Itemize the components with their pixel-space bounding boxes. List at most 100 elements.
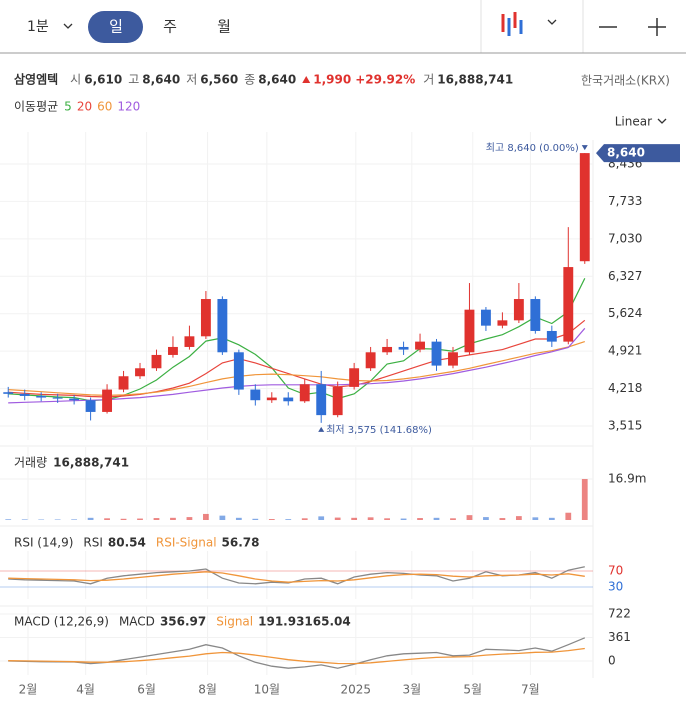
candle-body	[513, 299, 524, 321]
indicator-line	[8, 566, 585, 585]
y-tick-label: 7,030	[608, 231, 642, 245]
y-tick-label: 30	[608, 580, 623, 594]
volume-bar	[268, 519, 275, 520]
chevron[interactable]	[63, 23, 73, 29]
candle-body	[118, 376, 129, 390]
candle-body	[283, 397, 294, 402]
field-label: 고	[128, 73, 139, 87]
candle-body	[3, 392, 14, 394]
volume-bar	[54, 519, 61, 520]
volume-bar	[384, 518, 390, 520]
volume-bar	[532, 517, 539, 520]
volume-bar	[581, 479, 588, 520]
field-label: 종	[244, 73, 255, 87]
price-tag-label: 8,640	[607, 146, 645, 160]
candle-body	[563, 267, 574, 342]
candle-body	[135, 368, 145, 377]
volume-bar	[515, 516, 522, 520]
candle-body	[546, 330, 557, 342]
exchange: 한국거래소(KRX)	[581, 74, 670, 88]
chart-type-icon[interactable]	[501, 12, 523, 36]
price-tag	[596, 144, 680, 163]
field-value: 16,888,741	[437, 73, 513, 87]
x-tick-label: 2025	[341, 683, 372, 697]
candle-body	[398, 346, 409, 350]
x-tick-label: 10월	[254, 683, 280, 697]
legend-entry: 60	[97, 100, 112, 114]
volume-bar	[120, 518, 127, 520]
y-tick-label: 4,921	[608, 344, 642, 358]
candle-body	[184, 336, 195, 347]
volume-bar	[318, 516, 325, 520]
volume-bar	[334, 517, 341, 520]
tab[interactable]: 일	[109, 18, 123, 36]
volume-bar	[104, 518, 110, 520]
volume-bar	[301, 518, 308, 520]
candle-body	[299, 384, 310, 402]
candle-body	[200, 299, 211, 337]
legend-value: 191.93165.04	[258, 615, 351, 629]
chevron[interactable]	[657, 118, 667, 124]
tab[interactable]: 주	[163, 18, 177, 36]
candle-body	[85, 400, 96, 412]
zoom-in[interactable]	[648, 18, 666, 36]
volume-bar	[235, 517, 242, 520]
legend-entry: Signal	[216, 615, 253, 629]
y-tick-label: 70	[608, 564, 623, 578]
candle-body	[168, 346, 178, 355]
high-marker	[581, 145, 588, 151]
panel-value: 16,888,741	[53, 456, 129, 470]
volume-bar	[483, 517, 489, 520]
legend-entry: 5	[64, 100, 72, 114]
volume-bar	[565, 512, 572, 520]
tab[interactable]: 월	[217, 18, 231, 36]
legend-value: 56.78	[222, 536, 260, 550]
tab-active-bg[interactable]	[88, 11, 143, 43]
volume-bar	[499, 518, 506, 520]
panel-title: MACD (12,26,9)	[14, 615, 109, 629]
field-value: 8,640	[258, 73, 296, 87]
x-tick-label: 4월	[76, 683, 95, 697]
high-annotation: 최고 8,640 (0.00%)	[486, 142, 579, 154]
low-marker	[318, 426, 325, 432]
candle-body	[266, 397, 277, 401]
chevron[interactable]	[547, 19, 557, 25]
scale-select[interactable]: Linear	[615, 115, 652, 129]
x-tick-label: 8월	[198, 683, 217, 697]
legend-entry: RSI-Signal	[156, 536, 217, 550]
candle-body	[415, 341, 425, 350]
candle-body	[579, 153, 590, 262]
y-tick-label: 4,218	[608, 381, 642, 395]
x-tick-label: 3월	[402, 683, 421, 697]
y-tick-label: 6,327	[608, 269, 642, 283]
candle-body	[52, 397, 63, 399]
candle-body	[217, 299, 228, 353]
y-tick-label: 0	[608, 654, 616, 668]
interval-select[interactable]: 1분	[27, 19, 49, 35]
candle-body	[497, 320, 508, 326]
candle-body	[349, 368, 360, 387]
volume-bar	[417, 518, 423, 520]
x-tick-label: 5월	[463, 683, 482, 697]
x-tick-label: 2월	[19, 683, 38, 697]
panel-title: 거래량	[14, 456, 47, 470]
field-value: 6,560	[200, 73, 238, 87]
stock-name: 삼영엠텍	[14, 72, 58, 87]
candle-body	[365, 352, 376, 369]
field-label: 시	[70, 73, 81, 87]
low-annotation: 최저 3,575 (141.68%)	[326, 424, 432, 436]
volume-bar	[285, 519, 292, 520]
y-tick-label: 361	[608, 630, 631, 644]
y-tick-label: 7,733	[608, 194, 642, 208]
candle-body	[250, 389, 261, 401]
candle-body	[69, 398, 80, 401]
legend-entry: 120	[117, 100, 140, 114]
candle-body	[36, 395, 47, 398]
candle-body	[102, 389, 113, 412]
volume-bar	[433, 517, 440, 520]
panel-title: RSI (14,9)	[14, 536, 73, 550]
field-label: 거	[423, 73, 434, 87]
indicator-line	[8, 647, 585, 665]
volume-bar	[400, 518, 407, 520]
